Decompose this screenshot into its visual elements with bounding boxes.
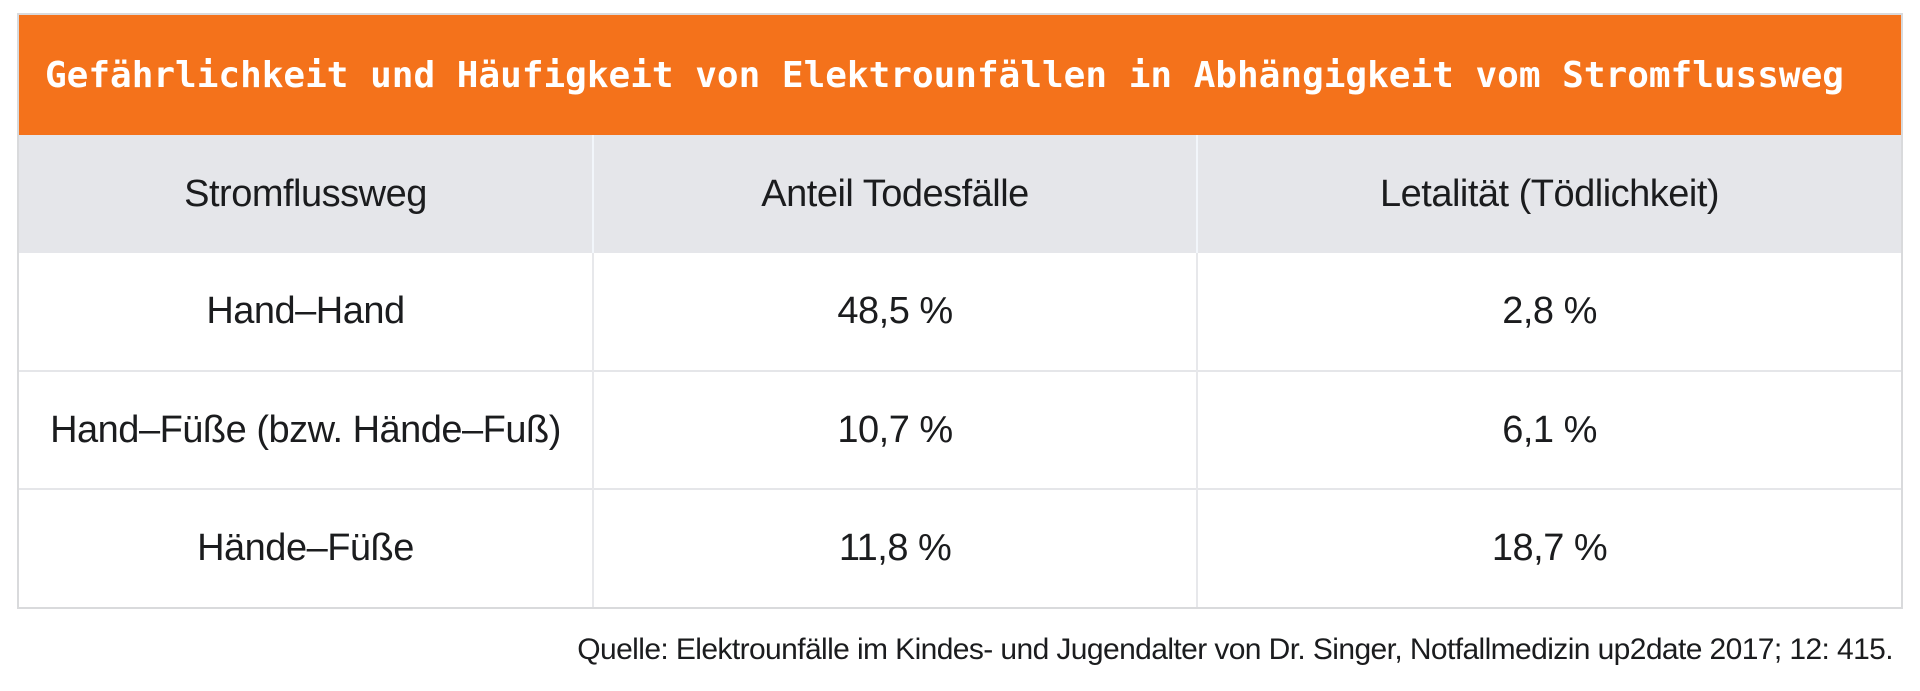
cell-path-hand-fuesse: Hand–Füße (bzw. Hände–Fuß) [19,370,593,489]
table-title: Gefährlichkeit und Häufigkeit von Elektr… [45,54,1844,96]
table-header-row: Stromflussweg Anteil Todesfälle Letalitä… [19,135,1901,253]
cell-share-haende-fuesse: 11,8 % [591,488,1198,607]
table-body: Hand–Hand 48,5 % 2,8 % Hand–Füße (bzw. H… [19,253,1901,607]
cell-path-haende-fuesse: Hände–Füße [19,488,593,607]
data-table: Stromflussweg Anteil Todesfälle Letalitä… [19,135,1901,607]
cell-lethality-hand-hand: 2,8 % [1196,253,1901,371]
cell-path-hand-hand: Hand–Hand [206,290,405,332]
column-header-letalitaet: Letalität (Tödlichkeit) [1196,135,1901,253]
source-citation: Quelle: Elektrounfälle im Kindes- und Ju… [577,633,1893,666]
cell-share-hand-fuesse: 10,7 % [591,370,1198,489]
table-card: Gefährlichkeit und Häufigkeit von Elektr… [17,13,1903,609]
cell-lethality-hand-fuesse: 6,1 % [1196,370,1901,489]
cell-lethality-haende-fuesse: 18,7 % [1196,488,1901,607]
column-header-stromflussweg: Stromflussweg [184,172,427,215]
column-header-anteil-todesfaelle: Anteil Todesfälle [591,135,1198,253]
table-row: Hand–Hand 48,5 % 2,8 % [19,253,1901,371]
table-title-bar: Gefährlichkeit und Häufigkeit von Elektr… [19,15,1901,135]
table-row: Hände–Füße 11,8 % 18,7 % [19,488,1901,607]
cell-share-hand-hand: 48,5 % [591,253,1198,371]
table-row: Hand–Füße (bzw. Hände–Fuß) 10,7 % 6,1 % [19,370,1901,489]
header-row: Stromflussweg Anteil Todesfälle Letalitä… [19,135,1901,253]
